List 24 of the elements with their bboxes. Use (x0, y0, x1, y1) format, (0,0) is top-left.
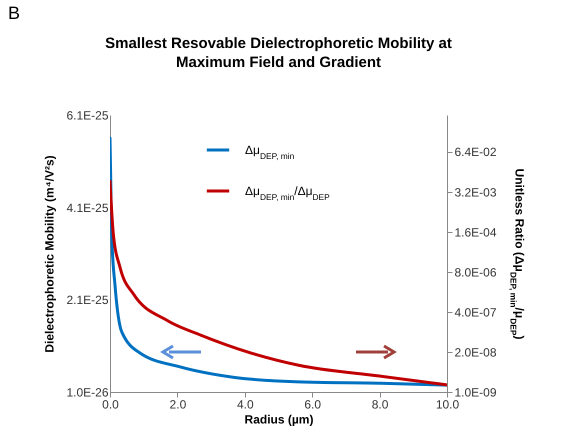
y-tick-label: 2.1E-25 (66, 293, 109, 308)
x-tick-label: 2.0 (170, 398, 187, 412)
y2-tick-label: 1.0E-09 (454, 386, 497, 400)
x-tick-label: 4.0 (236, 398, 254, 412)
y-axis-title: Dielectrophoretic Mobility (m⁴/V²s) (42, 155, 56, 353)
x-tick-label: 0.0 (102, 398, 120, 412)
legend-label: Δμ$_{DEP, min}$/Δμ$_{DEP}$ (245, 184, 330, 202)
y-tick-label: 4.1E-25 (66, 200, 109, 215)
y2-tick-label: 8.0E-06 (454, 265, 497, 280)
x-axis-title: Radius (µm) (244, 412, 314, 426)
y2-tick-label: 1.6E-04 (454, 225, 497, 240)
y2-tick-label: 2.0E-08 (454, 345, 497, 360)
x-tick-label: 10.0 (436, 398, 460, 412)
y-tick-label: 6.1E-25 (66, 108, 109, 122)
x-tick-label: 6.0 (304, 398, 322, 412)
x-tick-label: 8.0 (372, 398, 389, 412)
text: B (8, 3, 20, 23)
y2-tick-label: 6.4E-02 (454, 145, 497, 160)
y-tick-label: 1.0E-26 (66, 386, 109, 400)
line-series (110, 180, 447, 386)
legend-label: Δμ$_{DEP, min}$ (245, 143, 295, 161)
y2-tick-label: 4.0E-07 (454, 305, 497, 320)
y2-tick-label: 3.2E-03 (454, 185, 497, 200)
chart-title: Smallest Resovable Dielectrophoretic Mobility at Maximum Field and Gradient (105, 35, 452, 71)
